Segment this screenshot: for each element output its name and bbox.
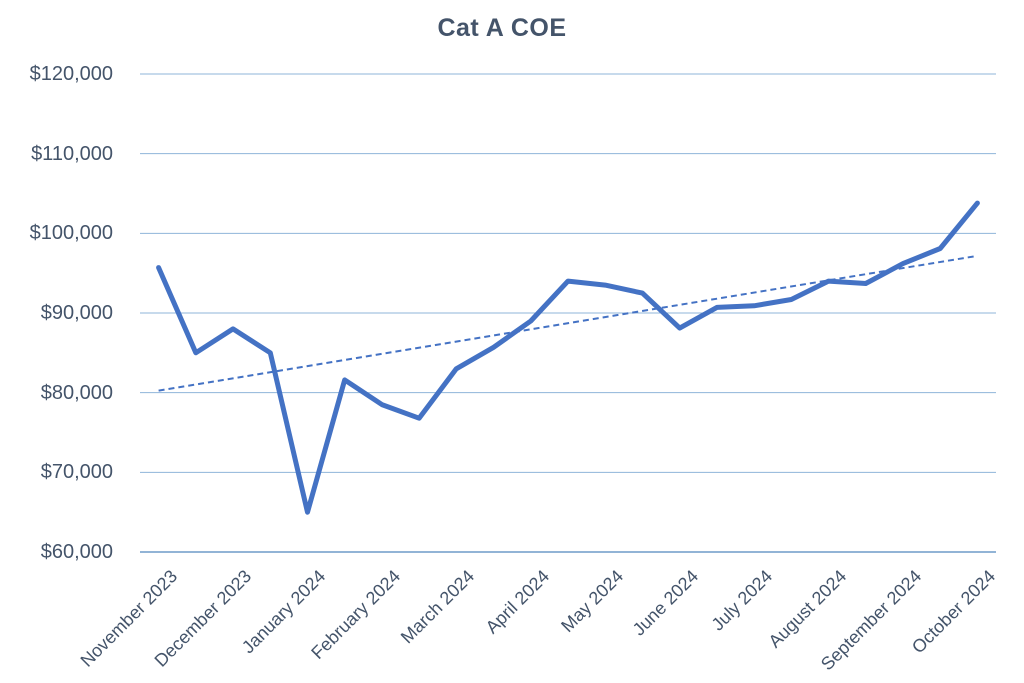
y-tick-label: $90,000 bbox=[40, 302, 113, 324]
y-tick-label: $110,000 bbox=[31, 142, 113, 165]
y-tick-label: $80,000 bbox=[40, 381, 113, 404]
y-tick-label: $120,000 bbox=[29, 63, 113, 85]
y-tick-label: $70,000 bbox=[40, 461, 113, 484]
y-tick-label: $60,000 bbox=[40, 541, 113, 563]
series-line-cat-a-coe bbox=[156, 200, 980, 515]
y-tick-label: $100,000 bbox=[29, 222, 113, 245]
linear-trendline bbox=[158, 254, 978, 392]
chart-title: Cat A COE bbox=[437, 14, 567, 42]
